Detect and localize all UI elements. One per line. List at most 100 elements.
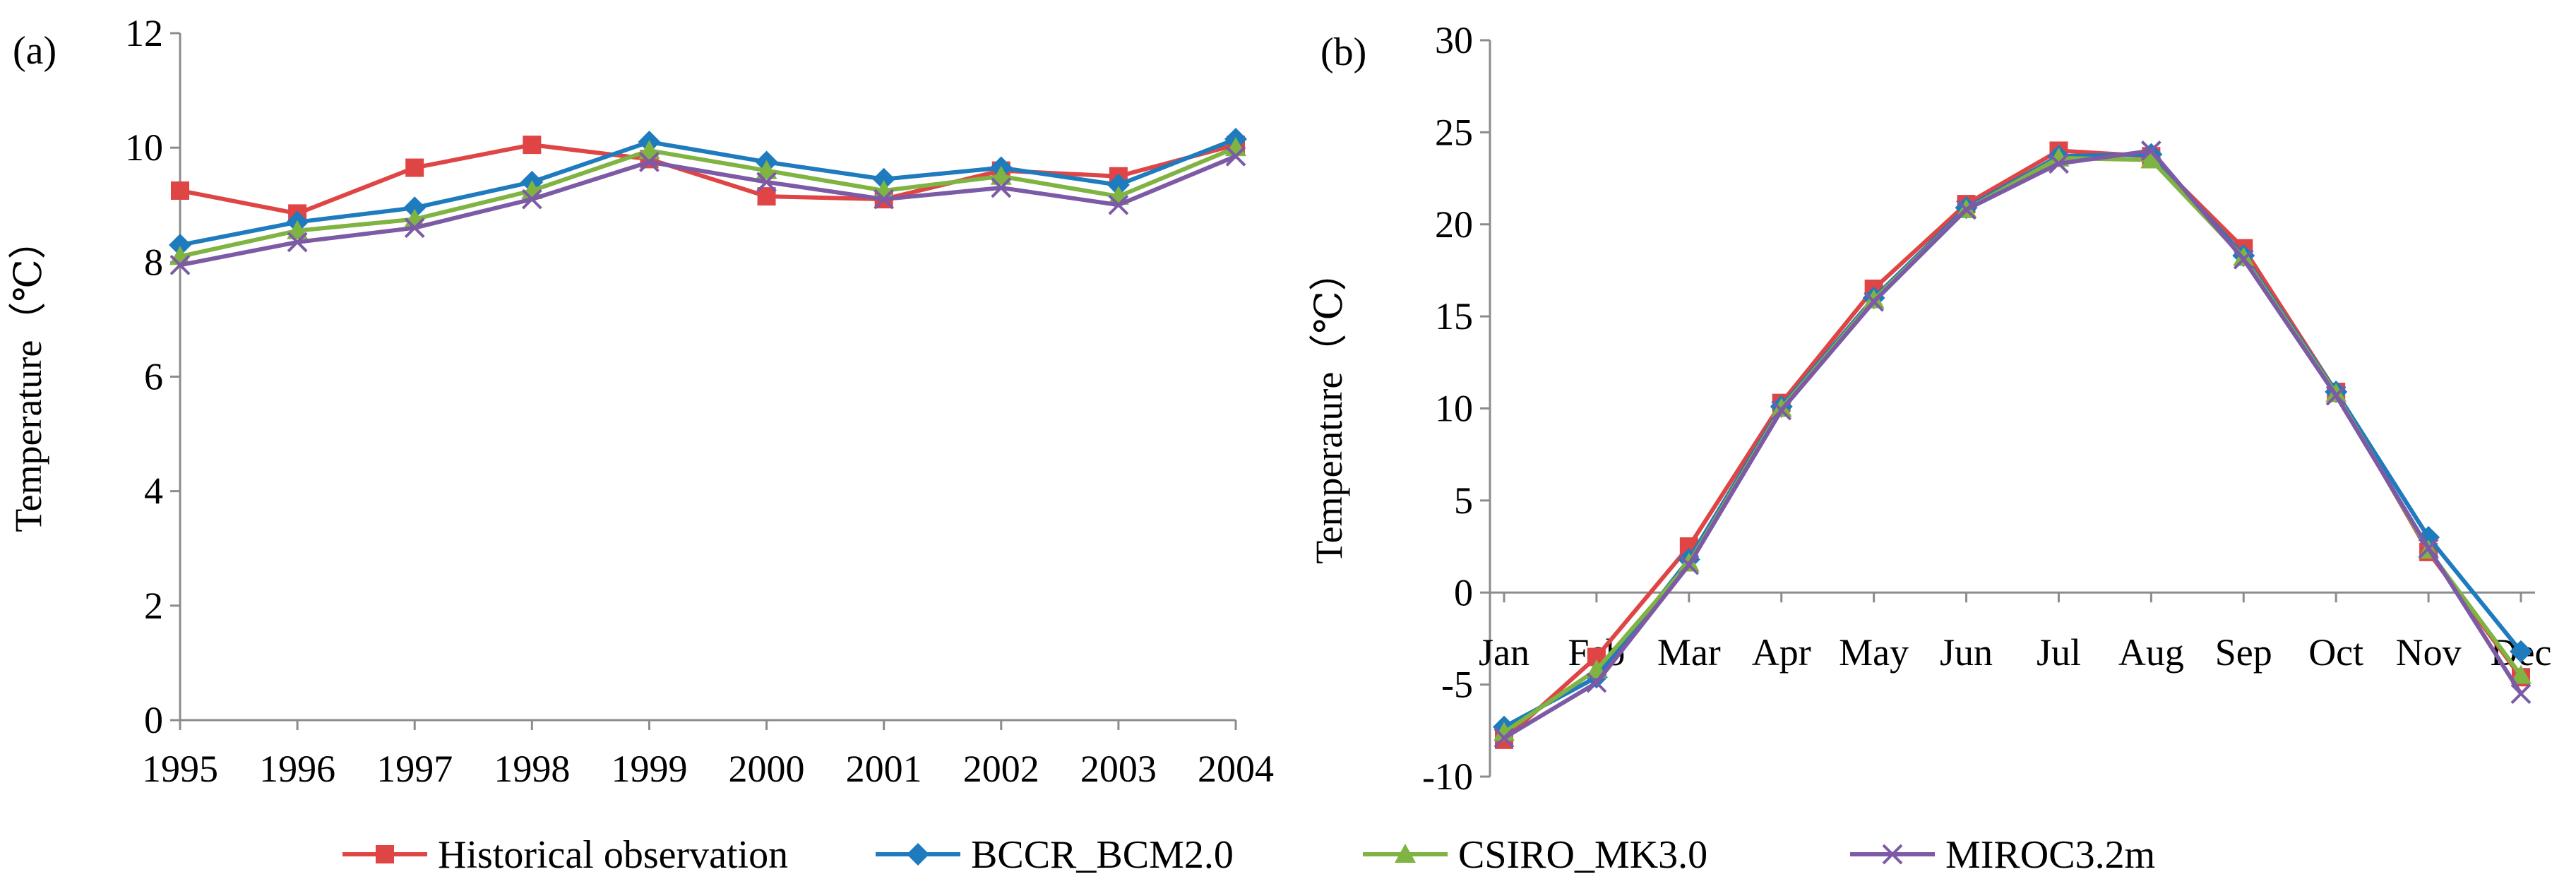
series-historical-observation-b <box>1495 141 2530 749</box>
series-miroc3-2m-b <box>1493 140 2532 748</box>
y-tick-label-b: 15 <box>1435 295 1473 337</box>
data-point-miroc3-2m <box>1108 194 1129 215</box>
y-tick-label-b: 25 <box>1435 111 1473 153</box>
data-point-miroc3-2m <box>521 189 542 210</box>
x-tick-label-b: Nov <box>2396 631 2462 674</box>
data-point-historical-observation <box>523 136 542 155</box>
panel-a: (a) Temperature（℃） 0 2 4 6 8 10 12 1995 1996 1997 19… <box>7 12 1274 790</box>
y-tick-label-a: 0 <box>144 699 163 741</box>
series-line-bccr-bcm2-0 <box>179 137 1237 247</box>
data-point-bccr-bcm2-0 <box>169 234 191 257</box>
x-tick-label-b: Sep <box>2215 631 2272 674</box>
y-tick-label-a: 10 <box>125 126 163 169</box>
data-point-bccr-bcm2-0 <box>2510 640 2532 663</box>
panel-b: (b)Temperature（℃）-10-5051015202530JanFeb… <box>1308 19 2551 798</box>
legend-marker <box>907 843 929 866</box>
x-tick-label-a: 2003 <box>1080 748 1157 790</box>
x-tick-label-b: Mar <box>1657 631 1721 674</box>
series-line-miroc3-2m <box>1503 148 2523 740</box>
legend-label: BCCR_BCM2.0 <box>971 833 1234 877</box>
x-tick-label-b: Jan <box>1479 631 1530 674</box>
data-point-csiro-mk3-0 <box>990 165 1012 185</box>
x-tick-label-b: Oct <box>2308 631 2363 674</box>
data-point-bccr-bcm2-0 <box>1107 173 1130 196</box>
x-tick-label-a: 1998 <box>494 748 570 790</box>
y-tick-label-b: -10 <box>1422 755 1473 798</box>
data-point-miroc3-2m <box>1956 199 1976 220</box>
data-point-miroc3-2m <box>873 189 895 210</box>
data-point-miroc3-2m <box>169 254 191 275</box>
x-tick-label-b: Jul <box>2037 631 2081 674</box>
data-point-miroc3-2m <box>1678 554 1700 575</box>
data-point-miroc3-2m <box>404 217 425 239</box>
y-axis-title-b: Temperature（℃） <box>1308 253 1350 563</box>
legend: Historical observation BCCR_BCM2.0 CSIRO_M… <box>342 833 2155 877</box>
series-miroc3-2m-a <box>169 145 1246 275</box>
data-point-miroc3-2m <box>1864 291 1885 312</box>
y-tick-label-a: 8 <box>144 241 163 283</box>
data-point-miroc3-2m <box>1771 400 1792 421</box>
legend-marker <box>1395 844 1416 863</box>
data-point-miroc3-2m <box>2233 249 2254 270</box>
x-tick-label-a: 1999 <box>611 748 687 790</box>
x-tick-label-a: 2001 <box>846 748 922 790</box>
y-tick-label-a: 4 <box>144 470 163 513</box>
legend-label: CSIRO_MK3.0 <box>1458 833 1707 877</box>
x-tick-label-a: 2004 <box>1198 748 1274 790</box>
legend-item-csiro-mk3-0: CSIRO_MK3.0 <box>1363 833 1707 877</box>
data-point-csiro-mk3-0 <box>756 160 777 179</box>
data-point-csiro-mk3-0 <box>638 140 660 160</box>
x-tick-label-a: 1997 <box>376 748 453 790</box>
data-point-miroc3-2m <box>639 152 660 172</box>
data-point-bccr-bcm2-0 <box>403 196 427 220</box>
data-point-miroc3-2m <box>2140 140 2161 161</box>
series-line-miroc3-2m <box>179 154 1237 268</box>
x-tick-label-a: 2000 <box>729 748 805 790</box>
data-point-bccr-bcm2-0 <box>872 167 895 191</box>
y-tick-label-b: 20 <box>1435 203 1473 246</box>
y-tick-label-a: 2 <box>144 585 163 627</box>
x-tick-label-b: May <box>1839 631 1909 674</box>
y-tick-label-b: 30 <box>1435 19 1473 61</box>
legend-label: Historical observation <box>438 833 788 877</box>
legend-marker <box>376 845 394 863</box>
legend-marker <box>1882 844 1903 865</box>
y-tick-label-b: 0 <box>1454 571 1473 614</box>
data-point-historical-observation <box>757 187 776 206</box>
x-tick-label-a: 2002 <box>963 748 1039 790</box>
y-axis-title-a: Temperature（℃） <box>7 221 49 532</box>
data-point-csiro-mk3-0 <box>2140 149 2162 169</box>
x-tick-label-b: Jun <box>1940 631 1993 674</box>
data-point-miroc3-2m <box>2510 683 2532 705</box>
data-point-miroc3-2m <box>1225 145 1246 167</box>
data-point-miroc3-2m <box>991 177 1012 198</box>
series-bccr-bcm2-0-b <box>1493 143 2532 738</box>
data-point-csiro-mk3-0 <box>2510 664 2532 684</box>
y-tick-label-b: -5 <box>1441 664 1473 706</box>
panel-label-a: (a) <box>13 29 56 73</box>
data-point-miroc3-2m <box>1493 727 1515 748</box>
series-line-csiro-mk3-0 <box>179 145 1237 259</box>
x-tick-label-a: 1996 <box>259 748 335 790</box>
y-tick-label-b: 10 <box>1435 388 1473 430</box>
data-point-miroc3-2m <box>2418 538 2439 559</box>
data-point-miroc3-2m <box>2049 153 2069 174</box>
legend-item-historical-observation: Historical observation <box>342 833 788 877</box>
series-line-historical-observation <box>179 143 1236 216</box>
y-tick-label-a: 6 <box>144 356 163 398</box>
legend-label: MIROC3.2m <box>1945 833 2155 877</box>
data-point-historical-observation <box>171 181 189 200</box>
data-point-csiro-mk3-0 <box>287 220 309 239</box>
panel-label-b: (b) <box>1320 30 1366 74</box>
data-point-miroc3-2m <box>1586 672 1607 693</box>
x-tick-label-b: Apr <box>1752 631 1811 674</box>
data-point-miroc3-2m <box>287 232 308 253</box>
y-tick-label-a: 12 <box>125 12 163 54</box>
x-tick-label-b: Aug <box>2118 631 2184 674</box>
legend-item-bccr-bcm2-0: BCCR_BCM2.0 <box>876 833 1234 877</box>
series-csiro-mk3-0-b <box>1493 147 2532 741</box>
data-point-miroc3-2m <box>756 172 777 193</box>
data-point-miroc3-2m <box>2325 385 2347 406</box>
data-point-historical-observation <box>405 158 424 177</box>
